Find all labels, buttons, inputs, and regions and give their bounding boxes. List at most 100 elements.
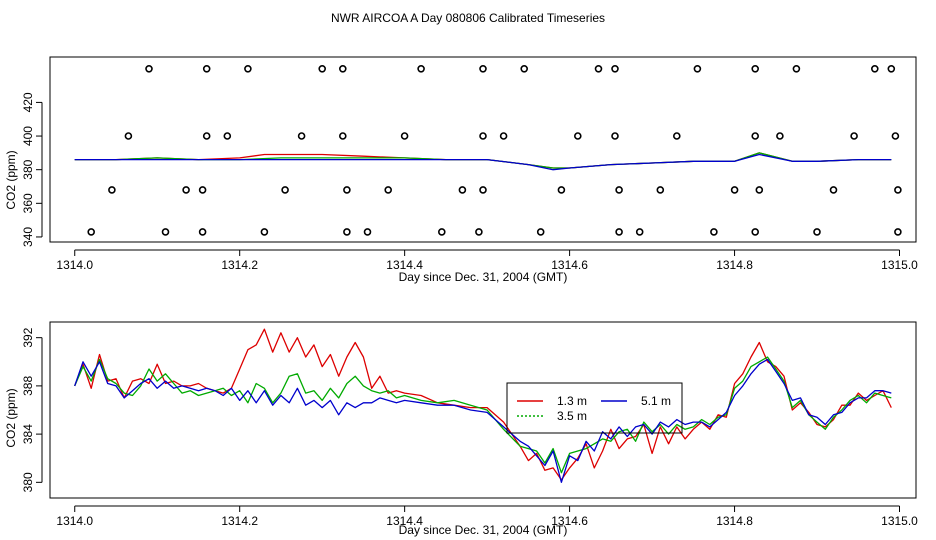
top-marker	[363, 228, 372, 236]
bottom-x-tick-label: 1314.2	[221, 514, 258, 528]
top-marker	[573, 132, 582, 140]
bottom-x-axis: 1314.0 1314.2 1314.4 1314.6 1314.8 1315.0	[56, 505, 918, 528]
bottom-x-axis-title: Day since Dec. 31, 2004 (GMT)	[399, 523, 568, 537]
top-marker	[87, 228, 95, 236]
legend-label-1-3m: 1.3 m	[557, 394, 587, 408]
top-marker	[520, 65, 529, 73]
bottom-y-tick-label: 380	[21, 472, 35, 492]
top-marker	[536, 228, 545, 236]
top-marker	[198, 186, 207, 194]
top-y-tick-label: 400	[21, 126, 35, 146]
bottom-x-tick-label: 1315.0	[881, 514, 918, 528]
top-marker	[244, 65, 252, 73]
bottom-x-tick-label: 1314.6	[551, 514, 588, 528]
top-marker	[479, 65, 487, 73]
top-series-3-5-m	[74, 152, 892, 169]
top-marker	[813, 228, 821, 236]
top-x-tick-label: 1314.2	[221, 258, 258, 272]
top-marker	[475, 228, 483, 236]
bottom-x-tick-label: 1314.0	[56, 514, 93, 528]
bottom-y-axis: 380 384 388 392	[21, 327, 43, 492]
top-marker	[437, 228, 446, 236]
top-series-5-1-m	[74, 153, 892, 171]
top-marker	[343, 228, 351, 236]
top-marker	[894, 186, 902, 194]
bottom-y-axis-title: CO2 (ppm)	[4, 388, 18, 447]
top-marker	[223, 132, 232, 140]
top-marker	[108, 186, 116, 194]
top-y-tick-label: 340	[21, 227, 35, 247]
top-marker	[161, 228, 170, 236]
bottom-plot-frame	[49, 321, 917, 499]
top-marker	[887, 65, 896, 73]
top-marker	[400, 132, 409, 140]
bottom-y-tick-label: 388	[21, 376, 35, 396]
bottom-y-tick-label: 384	[21, 424, 35, 444]
top-x-tick-label: 1314.6	[551, 258, 588, 272]
top-marker	[755, 186, 764, 194]
top-markers-group	[87, 65, 902, 236]
top-marker	[318, 65, 327, 73]
legend-label-5-1m: 5.1 m	[641, 394, 671, 408]
top-marker	[198, 228, 207, 236]
top-marker	[730, 186, 739, 194]
top-marker	[870, 65, 879, 73]
top-x-tick-label: 1315.0	[881, 258, 918, 272]
top-marker	[751, 228, 760, 236]
top-x-axis: 1314.0 1314.2 1314.4 1314.6 1314.8 1315.0	[56, 249, 918, 272]
top-marker	[458, 186, 467, 194]
bottom-series-group	[74, 328, 892, 483]
top-marker	[615, 228, 623, 236]
top-marker	[343, 186, 351, 194]
bottom-series-3-5-m	[74, 356, 892, 474]
top-marker	[615, 186, 623, 194]
bottom-y-tick-label: 392	[21, 327, 35, 347]
top-marker	[710, 228, 718, 236]
bottom-panel: 1314.0 1314.2 1314.4 1314.6 1314.8 1315.0 380…	[4, 321, 918, 537]
bottom-series-5-1-m	[74, 358, 892, 483]
top-marker	[384, 186, 393, 194]
top-plot-frame	[49, 56, 917, 243]
top-y-tick-label: 420	[21, 92, 35, 112]
top-marker	[260, 228, 269, 236]
top-panel: 1314.0 1314.2 1314.4 1314.6 1314.8 1315.0 340…	[4, 56, 918, 284]
top-marker	[557, 186, 566, 194]
top-y-tick-label: 380	[21, 159, 35, 179]
top-marker	[656, 186, 665, 194]
top-y-tick-label: 360	[21, 193, 35, 213]
top-marker	[499, 132, 508, 140]
top-marker	[202, 132, 211, 140]
legend-label-3-5m: 3.5 m	[557, 409, 587, 423]
top-marker	[594, 65, 603, 73]
top-x-tick-label: 1314.4	[386, 258, 423, 272]
bottom-series-1-3-m	[74, 328, 892, 481]
top-marker	[894, 228, 902, 236]
top-marker	[611, 132, 619, 140]
top-marker	[145, 65, 153, 73]
top-x-axis-title: Day since Dec. 31, 2004 (GMT)	[399, 270, 568, 284]
top-marker	[417, 65, 425, 73]
bottom-x-tick-label: 1314.4	[386, 514, 423, 528]
top-marker	[611, 65, 619, 73]
legend-box	[506, 382, 683, 434]
legend: 1.3 m 5.1 m 3.5 m	[506, 382, 683, 434]
top-marker	[891, 132, 900, 140]
top-marker	[693, 65, 702, 73]
top-marker	[297, 132, 306, 140]
top-x-tick-label: 1314.8	[716, 258, 753, 272]
top-marker	[751, 132, 760, 140]
top-marker	[479, 132, 487, 140]
top-marker	[776, 132, 784, 140]
top-marker	[792, 65, 801, 73]
top-marker	[338, 65, 347, 73]
top-marker	[124, 132, 133, 140]
top-marker	[479, 186, 487, 194]
top-marker	[202, 65, 211, 73]
top-marker	[672, 132, 681, 140]
top-y-axis-title: CO2 (ppm)	[4, 150, 18, 209]
top-series-group	[74, 152, 892, 171]
top-marker	[338, 132, 347, 140]
bottom-x-tick-label: 1314.8	[716, 514, 753, 528]
